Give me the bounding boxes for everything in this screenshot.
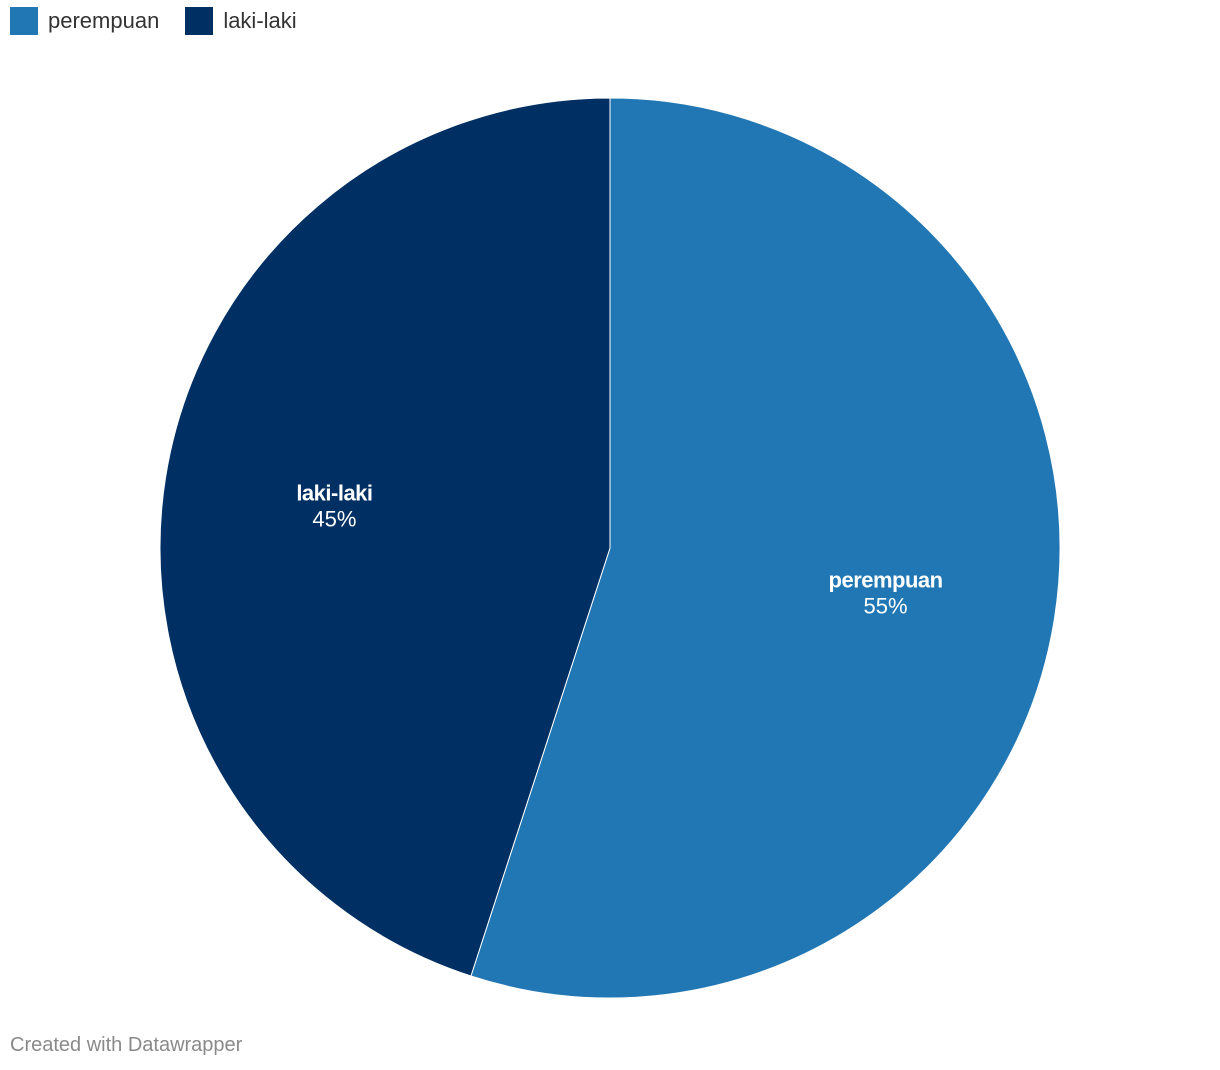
legend: perempuan laki-laki <box>10 7 323 35</box>
legend-label-perempuan: perempuan <box>48 8 160 33</box>
legend-item-perempuan: perempuan <box>10 7 159 35</box>
slice-value-laki-laki: 45% <box>312 506 356 531</box>
pie-slice-laki-laki <box>159 97 611 977</box>
legend-label-laki-laki: laki-laki <box>223 8 297 33</box>
pie-slices <box>159 97 1061 999</box>
pie-slice-perempuan <box>470 97 1061 999</box>
legend-swatch-perempuan <box>10 7 38 35</box>
legend-item-laki-laki: laki-laki <box>185 7 297 35</box>
slice-label-laki-laki: laki-laki <box>296 480 372 505</box>
slice-value-perempuan: 55% <box>864 594 908 619</box>
slice-label-perempuan: perempuan <box>829 568 943 593</box>
legend-swatch-laki-laki <box>185 7 214 35</box>
footer-credit: Created with Datawrapper <box>10 1034 243 1056</box>
